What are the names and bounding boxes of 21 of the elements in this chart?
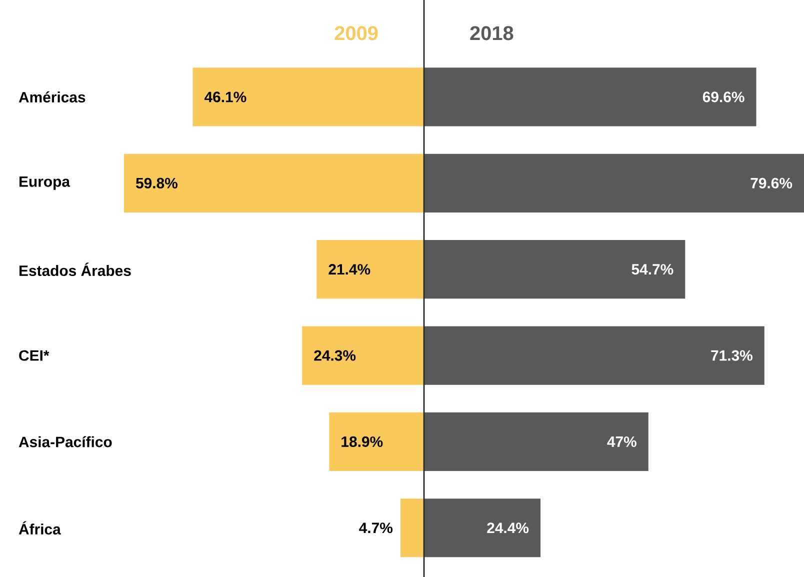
data-label: 69.6%	[702, 92, 744, 102]
y-tick-label: Asia-Pacífico	[18, 436, 112, 448]
y-tick-label: Américas	[18, 91, 86, 103]
data-label: 79.6%	[750, 178, 792, 188]
data-label: 21.4%	[328, 264, 370, 275]
y-tick-label: CEI*	[19, 350, 50, 361]
text: 2009	[334, 26, 378, 40]
data-label: 47%	[607, 436, 636, 447]
bar	[400, 498, 424, 558]
data-label: 24.4%	[487, 522, 529, 534]
y-tick-label: África	[18, 521, 61, 535]
text: 2018	[470, 26, 514, 40]
y-tick-label: Europa	[20, 176, 70, 190]
data-label: 24.3%	[314, 350, 356, 361]
data-label: 71.3%	[711, 350, 752, 361]
data-label: 54.7%	[632, 264, 674, 275]
data-label: 46.1%	[204, 92, 246, 102]
data-label: 4.7%	[359, 522, 393, 534]
data-label: 59.8%	[136, 178, 178, 188]
data-label: 18.9%	[342, 436, 383, 447]
y-tick-label: Estados Árabes	[20, 262, 131, 276]
